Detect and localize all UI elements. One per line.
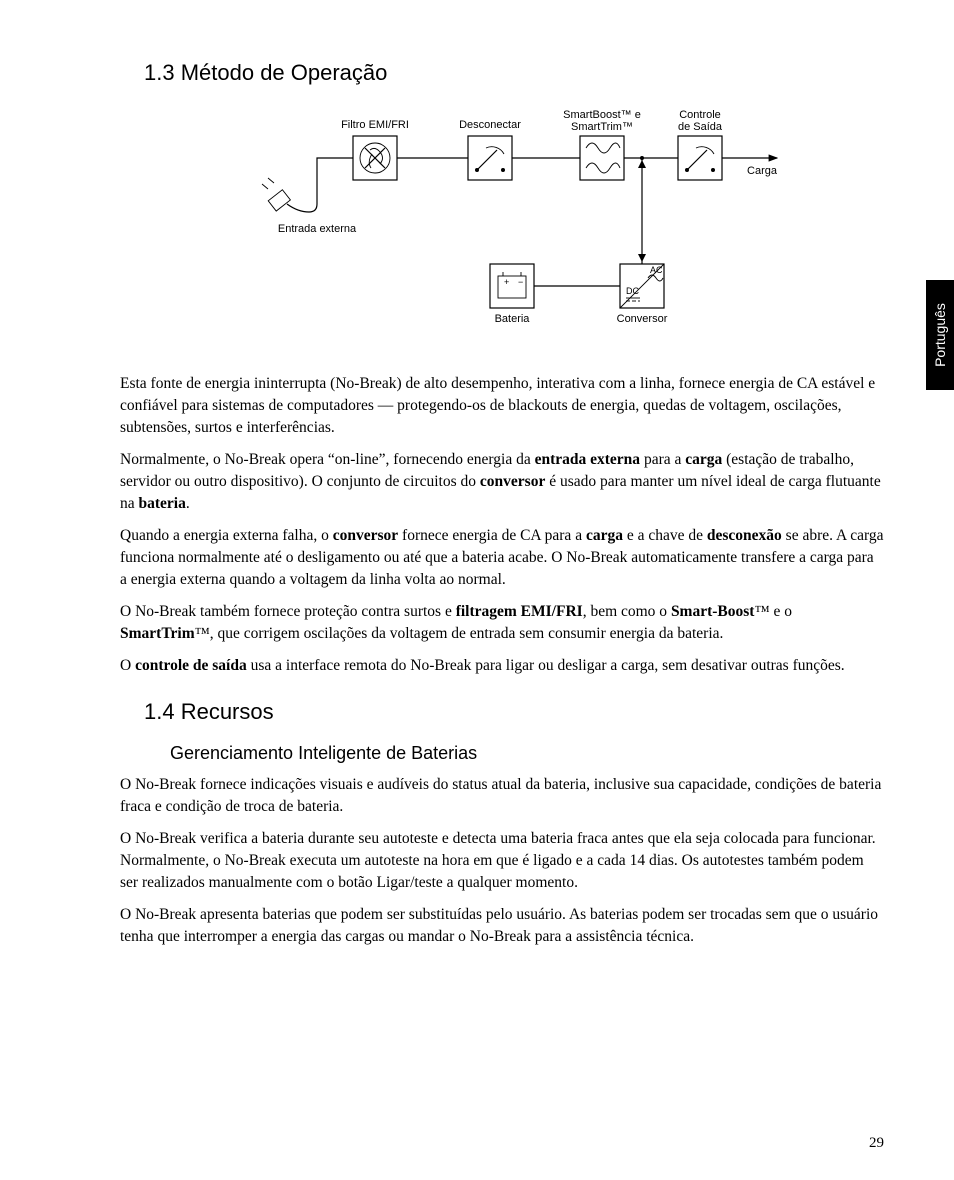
svg-text:−: − — [518, 277, 523, 287]
p-1-4-2: O No-Break apresenta baterias que podem … — [120, 904, 884, 948]
box-smart — [580, 136, 624, 180]
label-input: Entrada externa — [278, 223, 357, 235]
p-1-4-0: O No-Break fornece indicações visuais e … — [120, 774, 884, 818]
label-smart2: SmartTrim™ — [571, 121, 633, 133]
input-wire — [287, 158, 353, 212]
label-load: Carga — [747, 165, 778, 177]
page-number: 29 — [869, 1135, 884, 1152]
label-ac: AC — [650, 265, 663, 275]
label-disconnect: Desconectar — [459, 119, 521, 131]
box-disconnect — [468, 136, 512, 180]
p-1-4-1: O No-Break verifica a bateria durante se… — [120, 828, 884, 894]
label-converter: Conversor — [617, 313, 668, 325]
p-1-3-4: O controle de saída usa a interface remo… — [120, 655, 884, 677]
p-1-3-3: O No-Break também fornece proteção contr… — [120, 601, 884, 645]
label-battery: Bateria — [495, 313, 531, 325]
plug-icon — [262, 178, 290, 211]
p-1-3-1: Normalmente, o No-Break opera “on-line”,… — [120, 449, 884, 515]
svg-text:+: + — [504, 277, 509, 287]
label-dc: DC — [626, 286, 639, 296]
p-1-3-2: Quando a energia externa falha, o conver… — [120, 525, 884, 591]
language-tab-text: Português — [932, 303, 948, 367]
section-1-4-subheading: Gerenciamento Inteligente de Baterias — [170, 743, 884, 764]
operation-diagram: Filtro EMI/FRI Desconectar SmartBoost™ e… — [222, 104, 782, 349]
section-1-3-heading: 1.3 Método de Operação — [144, 60, 884, 86]
p-1-3-0: Esta fonte de energia ininterrupta (No-B… — [120, 373, 884, 439]
box-output — [678, 136, 722, 180]
label-output2: de Saída — [678, 121, 723, 133]
language-tab: Português — [926, 280, 954, 390]
label-output1: Controle — [679, 109, 721, 121]
box-battery — [490, 264, 534, 308]
label-filter: Filtro EMI/FRI — [341, 119, 409, 131]
section-1-4-heading: 1.4 Recursos — [144, 699, 884, 725]
label-smart1: SmartBoost™ e — [563, 109, 641, 121]
